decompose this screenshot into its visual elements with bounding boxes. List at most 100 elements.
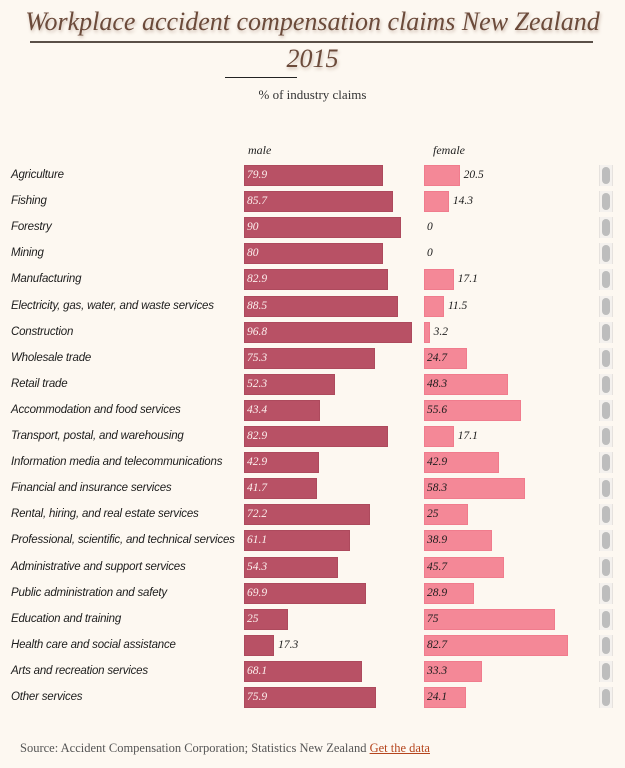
bar-male-rental-hiring-and-real-estate-services[interactable] (244, 504, 370, 526)
row-drag-handle-track[interactable] (599, 452, 613, 474)
value-label-male-health-care-and-social-assistance: 17.3 (278, 638, 299, 651)
bar-male-administrative-and-support-services[interactable] (244, 556, 339, 578)
bar-male-public-administration-and-safety[interactable] (244, 582, 366, 604)
value-label-male-construction: 96.8 (247, 325, 268, 338)
bar-female-education-and-training[interactable] (424, 608, 555, 630)
bar-male-forestry[interactable] (244, 217, 401, 239)
bar-male-manufacturing[interactable] (244, 269, 389, 291)
bar-male-health-care-and-social-assistance[interactable] (244, 634, 275, 656)
get-the-data-link[interactable]: Get the data (369, 741, 430, 755)
value-label-female-construction: 3.2 (433, 325, 448, 338)
bar-male-financial-and-insurance-services[interactable] (244, 478, 317, 500)
bar-male-electricity-gas-water-and-waste-services[interactable] (244, 295, 398, 317)
bar-female-manufacturing[interactable] (424, 269, 454, 291)
drag-handle-icon[interactable] (602, 297, 610, 315)
row-drag-handle-track[interactable] (599, 426, 613, 447)
drag-handle-icon[interactable] (602, 610, 610, 628)
drag-handle-icon[interactable] (602, 375, 610, 393)
row-drag-handle-track[interactable] (599, 660, 613, 682)
drag-handle-icon[interactable] (602, 480, 610, 498)
row-drag-handle-track[interactable] (599, 478, 613, 500)
bar-male-mining[interactable] (244, 243, 384, 265)
row-drag-handle-track[interactable] (599, 504, 613, 526)
bar-female-agriculture[interactable] (424, 165, 460, 186)
value-label-female-other-services: 24.1 (427, 691, 448, 703)
chart-title: Workplace accident compensation claims N… (25, 7, 600, 36)
row-drag-handle-track[interactable] (599, 321, 613, 343)
row-drag-handle-track[interactable] (599, 556, 613, 578)
row-drag-handle-track[interactable] (599, 582, 613, 604)
bar-male-agriculture[interactable] (244, 165, 384, 186)
bar-male-accommodation-and-food-services[interactable] (244, 399, 320, 421)
bar-male-transport-postal-and-warehousing[interactable] (244, 426, 389, 447)
row-drag-handle-track[interactable] (599, 347, 613, 369)
drag-handle-icon[interactable] (602, 584, 610, 602)
row-drag-handle-track[interactable] (599, 634, 613, 656)
bar-female-rental-hiring-and-real-estate-services[interactable] (424, 504, 468, 526)
value-label-female-information-media-and-telecommunications: 42.9 (427, 456, 448, 469)
bar-female-wholesale-trade[interactable] (424, 347, 467, 369)
row-drag-handle-track[interactable] (599, 295, 613, 317)
value-label-male-accommodation-and-food-services: 43.4 (247, 403, 268, 416)
bar-female-other-services[interactable] (424, 687, 466, 708)
category-label-financial-and-insurance-services: Financial and insurance services (11, 482, 172, 495)
value-label-female-wholesale-trade: 24.7 (427, 351, 448, 364)
value-label-female-administrative-and-support-services: 45.7 (427, 560, 448, 573)
drag-handle-icon[interactable] (602, 558, 610, 576)
drag-handle-icon[interactable] (602, 323, 610, 341)
drag-handle-icon[interactable] (602, 428, 610, 445)
drag-handle-icon[interactable] (602, 636, 610, 654)
bar-female-professional-scientific-and-technical-services[interactable] (424, 530, 492, 552)
row-drag-handle-track[interactable] (599, 373, 613, 395)
bar-male-retail-trade[interactable] (244, 373, 335, 395)
category-label-administrative-and-support-services: Administrative and support services (11, 560, 186, 573)
bar-female-health-care-and-social-assistance[interactable] (424, 634, 568, 656)
bar-female-financial-and-insurance-services[interactable] (424, 478, 526, 500)
drag-handle-icon[interactable] (602, 245, 610, 263)
category-label-construction: Construction (11, 325, 74, 338)
bar-male-construction[interactable] (244, 321, 413, 343)
drag-handle-icon[interactable] (602, 401, 610, 419)
row-drag-handle-track[interactable] (599, 243, 613, 265)
row-drag-handle-track[interactable] (599, 530, 613, 552)
bar-female-electricity-gas-water-and-waste-services[interactable] (424, 295, 444, 317)
bar-female-arts-and-recreation-services[interactable] (424, 660, 482, 682)
bar-male-fishing[interactable] (244, 191, 394, 213)
row-drag-handle-track[interactable] (599, 687, 613, 708)
drag-handle-icon[interactable] (602, 219, 610, 237)
bar-male-arts-and-recreation-services[interactable] (244, 660, 363, 682)
drag-handle-icon[interactable] (602, 271, 610, 289)
bar-female-transport-postal-and-warehousing[interactable] (424, 426, 454, 447)
value-label-male-forestry: 90 (247, 221, 259, 234)
bar-male-education-and-training[interactable] (244, 608, 288, 630)
drag-handle-icon[interactable] (602, 349, 610, 367)
bar-female-retail-trade[interactable] (424, 373, 509, 395)
drag-handle-icon[interactable] (602, 454, 610, 472)
drag-handle-icon[interactable] (602, 662, 610, 680)
bar-male-information-media-and-telecommunications[interactable] (244, 452, 319, 474)
row-drag-handle-track[interactable] (599, 217, 613, 239)
value-label-female-arts-and-recreation-services: 33.3 (427, 664, 448, 677)
bar-male-professional-scientific-and-technical-services[interactable] (244, 530, 351, 552)
value-label-female-rental-hiring-and-real-estate-services: 25 (427, 508, 439, 521)
row-drag-handle-track[interactable] (599, 399, 613, 421)
bar-female-accommodation-and-food-services[interactable] (424, 399, 521, 421)
row-drag-handle-track[interactable] (599, 191, 613, 213)
drag-handle-icon[interactable] (602, 506, 610, 524)
bar-female-administrative-and-support-services[interactable] (424, 556, 504, 578)
drag-handle-icon[interactable] (602, 193, 610, 211)
bar-female-fishing[interactable] (424, 191, 449, 213)
row-drag-handle-track[interactable] (599, 269, 613, 291)
year-rule (225, 77, 297, 78)
drag-handle-icon[interactable] (602, 532, 610, 550)
bar-male-wholesale-trade[interactable] (244, 347, 376, 369)
drag-handle-icon[interactable] (602, 689, 610, 706)
category-label-rental-hiring-and-real-estate-services: Rental, hiring, and real estate services (11, 508, 199, 521)
drag-handle-icon[interactable] (602, 167, 610, 184)
row-drag-handle-track[interactable] (599, 608, 613, 630)
bar-female-construction[interactable] (424, 321, 430, 343)
bar-female-public-administration-and-safety[interactable] (424, 582, 475, 604)
bar-female-information-media-and-telecommunications[interactable] (424, 452, 499, 474)
bar-male-other-services[interactable] (244, 687, 377, 708)
row-drag-handle-track[interactable] (599, 165, 613, 186)
